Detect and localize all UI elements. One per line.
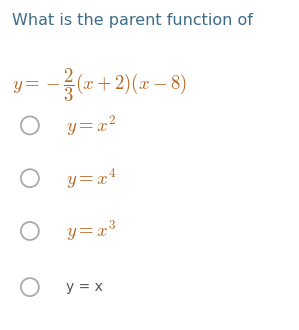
Text: What is the parent function of: What is the parent function of (12, 13, 253, 28)
Text: $y = -\dfrac{2}{3}(x+2)(x-8)$: $y = -\dfrac{2}{3}(x+2)(x-8)$ (12, 66, 187, 104)
Text: $y = x^3$: $y = x^3$ (66, 218, 116, 244)
Text: $y = x^2$: $y = x^2$ (66, 113, 116, 138)
Text: y = x: y = x (66, 280, 103, 294)
Text: $y = x^4$: $y = x^4$ (66, 166, 116, 191)
